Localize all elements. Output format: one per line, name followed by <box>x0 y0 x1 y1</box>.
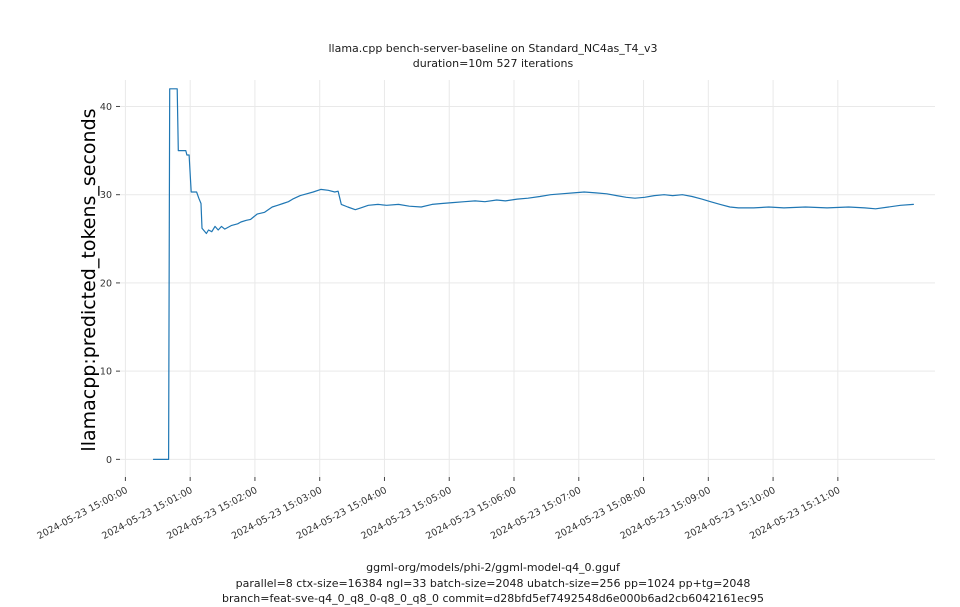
y-axis-label: llamacpp:predicted_tokens_seconds <box>78 108 100 452</box>
y-tick-label: 40 <box>100 102 112 113</box>
y-axis-label-wrap: llamacpp:predicted_tokens_seconds <box>78 104 102 456</box>
y-tick-label: 10 <box>100 367 112 378</box>
chart-title-block: llama.cpp bench-server-baseline on Stand… <box>13 41 960 71</box>
chart-title: llama.cpp bench-server-baseline on Stand… <box>328 42 658 55</box>
y-tick-label: 30 <box>100 190 112 201</box>
y-tick-label: 20 <box>100 278 112 289</box>
footnote-branch-commit: branch=feat-sve-q4_0_q8_0-q8_0_q8_0 comm… <box>222 592 764 605</box>
y-tick-label: 0 <box>106 455 112 466</box>
footnote-params: parallel=8 ctx-size=16384 ngl=33 batch-s… <box>235 576 751 590</box>
series-line <box>152 88 915 460</box>
footnote-model: ggml-org/models/phi-2/ggml-model-q4_0.gg… <box>366 561 620 574</box>
chart-subtitle: duration=10m 527 iterations <box>412 57 574 70</box>
